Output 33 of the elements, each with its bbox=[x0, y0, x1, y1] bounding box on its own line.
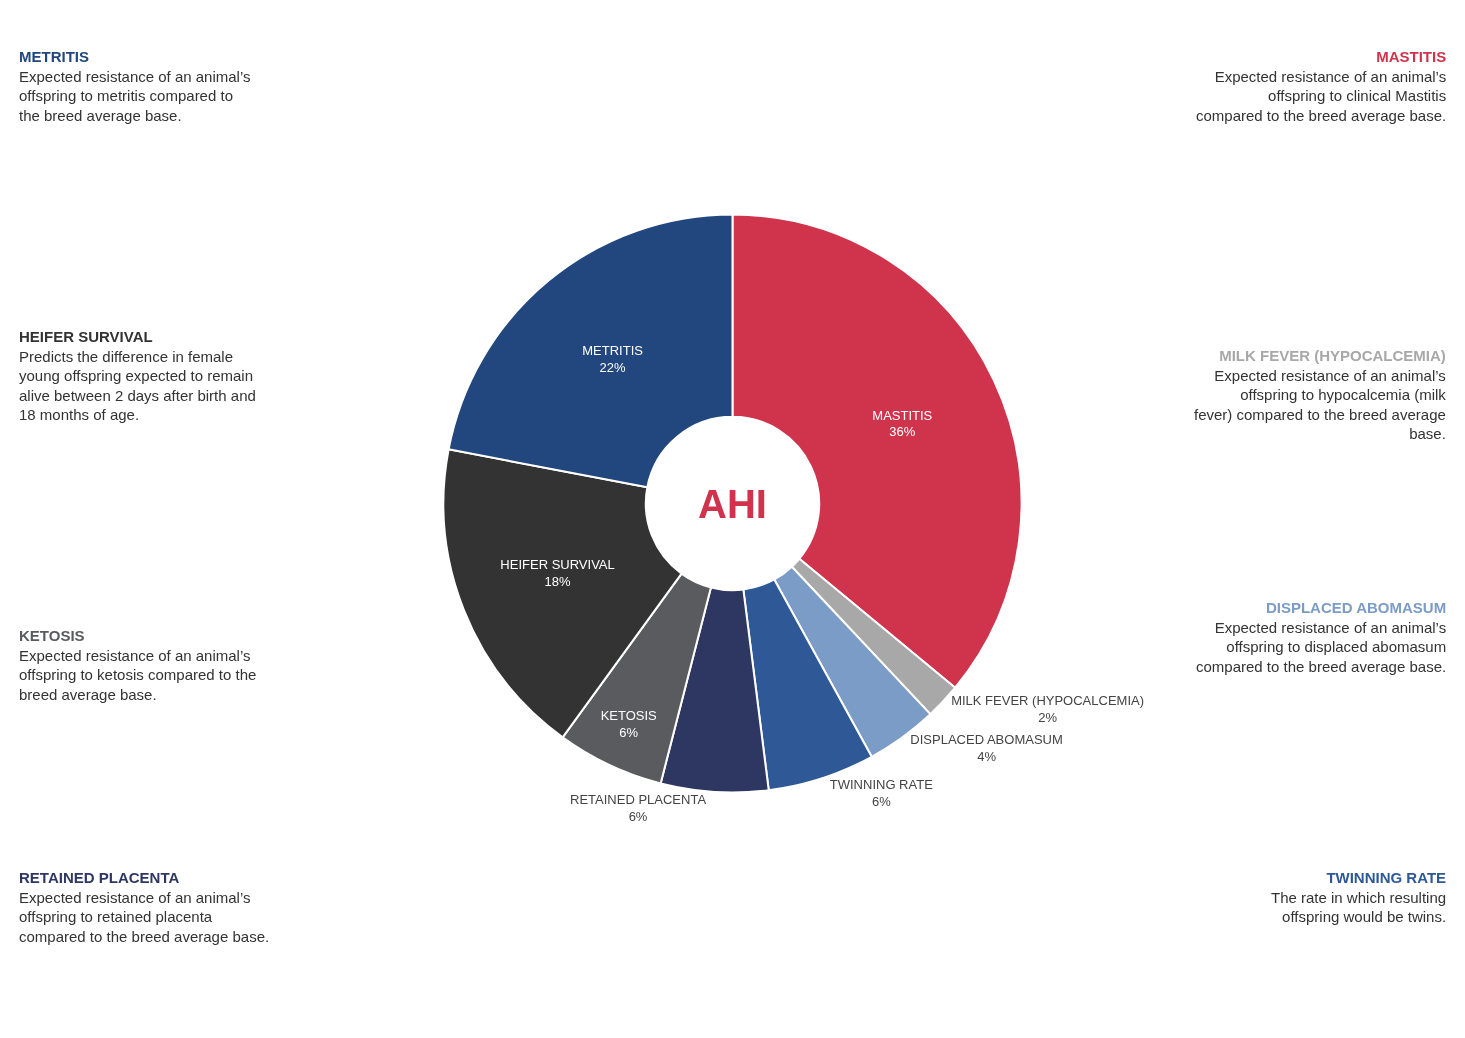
text: Predicts the difference in female young offspring expected to remain alive between 2 days after birth and 18 months of age. bbox=[19, 347, 256, 423]
slice-label: KETOSIS bbox=[600, 707, 658, 723]
category-label: MILK FEVER (HYPOCALCEMIA) bbox=[1219, 347, 1446, 364]
data-label: 36% bbox=[889, 424, 916, 440]
category-label: TWINNING RATE bbox=[1326, 869, 1447, 886]
slice-label: MILK FEVER (HYPOCALCEMIA) bbox=[951, 692, 1145, 708]
category-label: HEIFER SURVIVAL bbox=[19, 328, 153, 345]
text: Expected resistance of an animal’s offspring to retained placenta compared to the breed average base. bbox=[19, 888, 270, 945]
text: Expected resistance of an animal’s offspring to clinical Mastitis compared to the breed average base. bbox=[1196, 67, 1447, 124]
slice-label: RETAINED PLACENTA bbox=[570, 791, 707, 807]
slice-label: METRITIS bbox=[582, 342, 644, 358]
category-label: MASTITIS bbox=[1376, 48, 1447, 65]
text: Expected resistance of an animal’s offspring to ketosis compared to the breed average base. bbox=[19, 646, 257, 703]
category-label: RETAINED PLACENTA bbox=[19, 869, 180, 886]
slice-label: TWINNING RATE bbox=[829, 776, 934, 792]
data-label: 18% bbox=[544, 573, 571, 589]
text: AHI bbox=[698, 482, 767, 526]
slice-label: HEIFER SURVIVAL bbox=[500, 556, 615, 572]
data-label: 2% bbox=[1038, 709, 1058, 725]
text: The rate in which resulting offspring would be twins. bbox=[1271, 888, 1447, 925]
category-label: KETOSIS bbox=[19, 627, 85, 644]
data-label: 22% bbox=[599, 359, 627, 375]
slice-label: DISPLACED ABOMASUM bbox=[910, 731, 1063, 747]
category-label: METRITIS bbox=[19, 48, 89, 65]
text: Expected resistance of an animal’s offspring to hypocalcemia (milk fever) compared to the breed average base. bbox=[1194, 366, 1447, 442]
data-label: 6% bbox=[619, 724, 639, 740]
data-label: 6% bbox=[871, 793, 892, 809]
text: Expected resistance of an animal’s offspring to displaced abomasum compared to the breed average base. bbox=[1196, 618, 1447, 675]
data-label: 4% bbox=[977, 748, 997, 764]
data-label: 6% bbox=[628, 808, 648, 824]
category-label: DISPLACED ABOMASUM bbox=[1265, 599, 1447, 616]
text: Expected resistance of an animal’s offspring to metritis compared to the breed average base. bbox=[19, 67, 251, 124]
slice-label: MASTITIS bbox=[872, 407, 933, 423]
